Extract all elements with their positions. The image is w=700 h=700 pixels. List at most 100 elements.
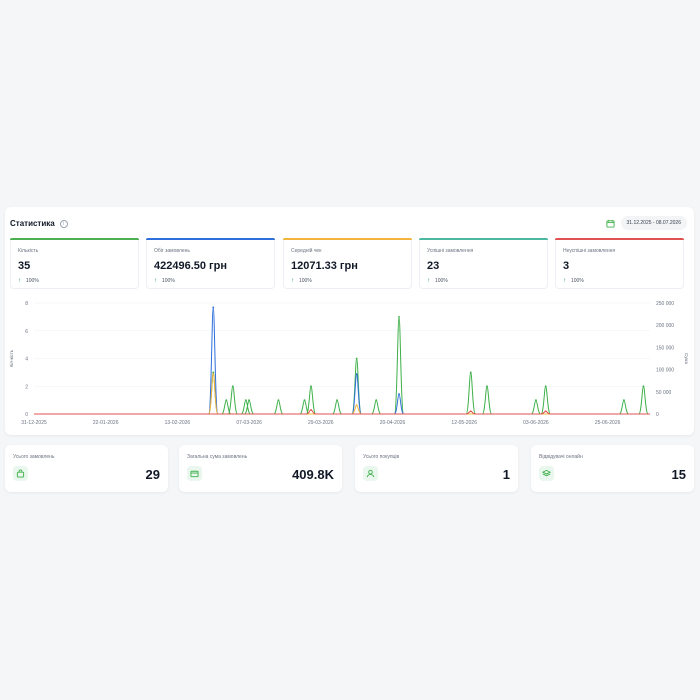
y-tick-right: 0 [656,412,659,418]
stat-value: 409.8K [292,467,334,482]
kpi-delta-value: 100% [299,278,312,284]
y-tick-left: 6 [25,329,28,335]
arrow-up-icon: ↑ [563,278,566,284]
kpi-delta-value: 100% [26,278,39,284]
series-line-0 [34,316,650,415]
data-point [623,399,625,402]
data-point [310,385,312,388]
kpi-value: 3 [563,260,570,272]
stat-label: Загальна сума замовлень [187,454,248,460]
y-tick-left: 0 [25,412,28,418]
data-point [535,399,537,402]
data-point [398,315,400,318]
x-tick-label: 12-05-2026 [451,420,477,426]
stat-card-total-sum: Загальна сума замовлень 409.8K [179,445,342,492]
y-tick-right: 100 000 [656,368,674,374]
kpi-delta-value: 100% [435,278,448,284]
data-point [231,385,234,388]
stat-card-total-buyers: Усього покупців 1 [355,445,518,492]
kpi-accent-bar [10,238,139,240]
kpi-label: Обіг замовлень [154,248,190,254]
calendar-icon[interactable] [605,219,615,228]
panel-header: Статистика i [10,219,68,228]
kpi-accent-bar [419,238,548,240]
kpi-value: 35 [18,260,31,272]
series-line-1 [34,306,650,415]
data-point [310,408,312,411]
stat-value: 15 [671,467,686,482]
data-point [642,385,645,388]
x-tick-label: 20-04-2026 [380,420,406,426]
data-point [544,385,547,388]
data-point [212,371,215,374]
stat-card-total-orders: Усього замовлень 29 [5,445,168,492]
kpi-delta: ↑ 100% [427,278,448,284]
data-point [375,399,378,402]
arrow-up-icon: ↑ [18,278,21,284]
data-point [486,385,488,388]
kpi-label: Успішні замовлення [427,248,474,254]
data-point [248,399,251,402]
data-point [212,373,215,375]
stat-label: Усього замовлень [13,454,55,460]
stat-value: 1 [502,467,510,482]
data-point [355,404,358,407]
info-icon[interactable]: i [59,219,68,228]
data-point [212,306,215,309]
layers-icon [539,466,554,481]
x-tick-label: 29-03-2026 [308,420,334,426]
data-point [544,410,547,413]
x-tick-label: 03-06-2026 [523,420,549,426]
data-point [336,399,339,402]
data-point [355,373,358,375]
kpi-accent-bar [283,238,412,240]
kpi-delta: ↑ 100% [563,278,584,284]
kpi-delta-value: 100% [571,278,584,284]
y-tick-right: 250 000 [656,301,674,307]
kpi-delta-value: 100% [162,278,175,284]
kpi-delta: ↑ 100% [291,278,312,284]
wallet-icon [187,466,202,481]
kpi-accent-bar [146,238,275,240]
data-point [277,399,280,402]
arrow-up-icon: ↑ [291,278,294,284]
kpi-card-average-check: Середній чек 12071.33 грн ↑ 100% [283,238,412,289]
y-axis-label-right: Сума [684,353,689,365]
data-point [469,371,472,374]
series-line-2 [34,373,650,415]
x-tick-label: 22-01-2026 [93,420,119,426]
kpi-label: Середній чек [291,248,322,254]
x-tick-label: 31-12-2025 [21,420,47,426]
panel-title: Статистика [10,219,55,228]
y-tick-left: 8 [25,301,28,307]
kpi-label: Неуспішні замовлення [563,248,616,254]
data-point [469,410,472,413]
kpi-value: 422496.50 грн [154,260,227,272]
stat-label: Усього покупців [363,454,400,460]
kpi-delta: ↑ 100% [154,278,175,284]
y-tick-left: 4 [25,357,28,363]
y-axis-label-left: Кіл-кість [9,349,14,367]
y-tick-right: 150 000 [656,345,674,351]
data-point [244,399,247,402]
arrow-up-icon: ↑ [154,278,157,284]
kpi-label: Кількість [18,248,39,254]
data-point [355,357,358,360]
date-range-picker[interactable]: 31.12.2025 - 08.07.2026 [605,216,687,230]
date-range-value[interactable]: 31.12.2025 - 08.07.2026 [620,216,687,230]
kpi-accent-bar [555,238,684,240]
orders-chart: 0 2 4 6 8 0 50 000 100 000 150 000 200 000 250 000… [9,301,689,426]
kpi-value: 12071.33 грн [291,260,358,272]
kpi-card-turnover: Обіг замовлень 422496.50 грн ↑ 100% [146,238,275,289]
x-tick-label: 07-03-2026 [236,420,262,426]
y-tick-right: 50 000 [656,390,672,396]
x-tick-label: 13-02-2026 [165,420,191,426]
data-point [398,393,400,395]
kpi-card-count: Кількість 35 ↑ 100% [10,238,139,289]
y-tick-left: 2 [25,384,28,390]
stat-card-online-visitors: Відвідувачі онлайн 15 [531,445,694,492]
kpi-card-failed-orders: Неуспішні замовлення 3 ↑ 100% [555,238,684,289]
kpi-delta: ↑ 100% [18,278,39,284]
arrow-up-icon: ↑ [427,278,430,284]
series-line-3 [34,409,650,415]
